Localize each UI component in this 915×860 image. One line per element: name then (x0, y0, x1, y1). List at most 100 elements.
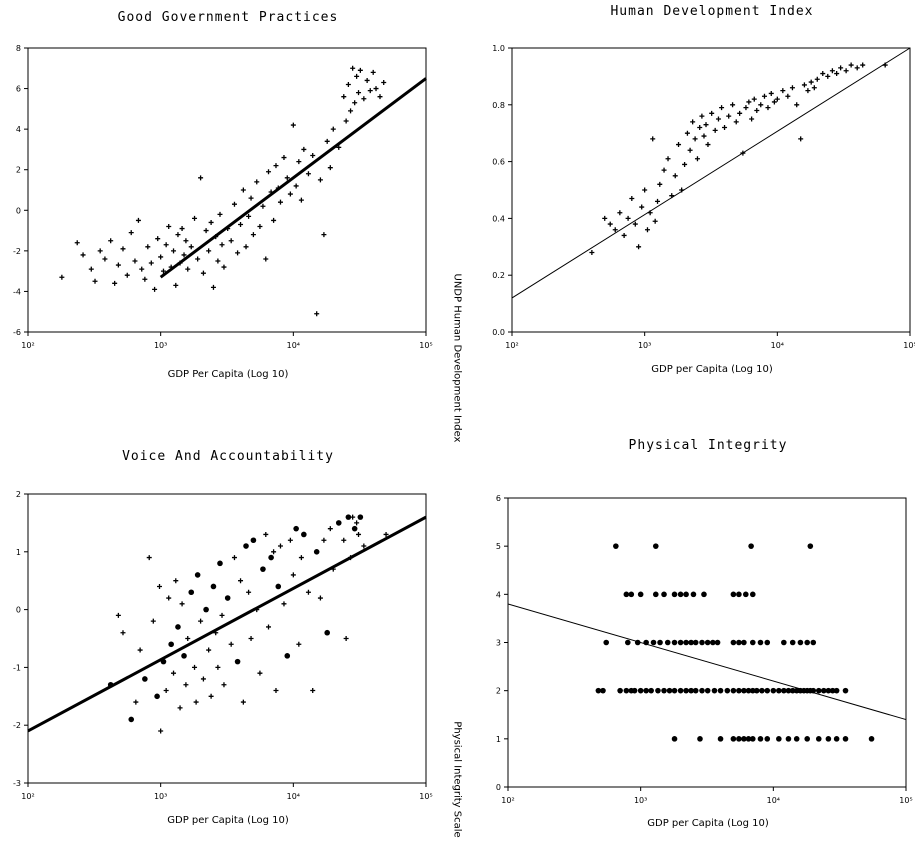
data-point-good-government (221, 264, 227, 270)
data-point-human-development (703, 122, 709, 128)
data-point-voice-accountability (200, 676, 206, 682)
data-point-human-development (661, 167, 667, 173)
data-point-human-development (843, 68, 849, 74)
data-point-physical-integrity (868, 736, 875, 742)
chart-title-voice-accountability: Voice And Accountability (122, 449, 334, 464)
data-point-good-government (80, 252, 86, 258)
data-point-physical-integrity (749, 687, 756, 694)
data-point-human-development (811, 85, 817, 91)
data-point-good-government (59, 274, 65, 280)
data-point-human-development (829, 68, 835, 74)
data-point-voice-accountability (166, 595, 172, 601)
data-point-physical-integrity (634, 639, 641, 646)
data-point-physical-integrity (749, 639, 756, 646)
data-point-good-government (168, 264, 174, 270)
data-point-good-government (215, 258, 221, 264)
y-tick-label-human-development: 0.0 (492, 328, 505, 337)
data-point-good-government (260, 203, 266, 209)
data-point-human-development (746, 99, 752, 105)
data-point-human-development (644, 227, 650, 233)
data-point-good-government (341, 94, 347, 100)
data-point-physical-integrity (623, 687, 630, 694)
plot-frame-voice-accountability (27, 493, 427, 784)
data-point-human-development (730, 102, 736, 108)
data-point-good-government (112, 280, 118, 286)
data-point-human-development (632, 221, 638, 227)
data-point-voice-accountability (208, 693, 214, 699)
data-point-human-development (589, 249, 595, 255)
data-point-human-development (805, 88, 811, 94)
data-point-human-development (785, 93, 791, 99)
data-point-good-government (108, 238, 114, 244)
data-point-good-government (160, 268, 166, 274)
data-point-physical-integrity (776, 687, 782, 694)
data-point-physical-integrity (661, 591, 667, 598)
data-point-physical-integrity (648, 687, 654, 694)
data-point-human-development (642, 187, 648, 193)
data-point-physical-integrity (724, 687, 731, 694)
y-tick-label-human-development: 1.0 (492, 44, 505, 53)
data-point-good-government (198, 175, 204, 181)
data-point-human-development (701, 133, 707, 139)
data-point-good-government (370, 69, 376, 75)
data-point-voice-accountability (348, 555, 354, 561)
data-point-human-development (771, 99, 777, 105)
x-axis-label-good-government: GDP Per Capita (Log 10) (167, 369, 289, 380)
data-point-human-development (690, 119, 696, 125)
data-point-good-government (356, 90, 362, 96)
data-point-human-development (722, 125, 728, 131)
data-point-human-development (737, 110, 743, 116)
x-tick-label-human-development: 10² (505, 341, 518, 350)
data-point-voice-accountability (271, 549, 277, 555)
data-point-physical-integrity (764, 639, 771, 646)
data-point-good-government (357, 67, 363, 73)
plot-frame-good-government (27, 47, 427, 333)
data-point-good-government (155, 236, 161, 242)
data-point-physical-integrity (833, 687, 840, 694)
data-point-voice-accountability (171, 670, 177, 676)
data-point-voice-accountability (281, 601, 287, 607)
data-point-human-development (669, 193, 675, 199)
data-point-voice-accountability (350, 514, 356, 520)
data-point-good-government (277, 199, 283, 205)
data-point-human-development (854, 65, 860, 71)
y-tick-label-physical-integrity: 5 (496, 542, 501, 551)
data-point-physical-integrity (699, 687, 705, 694)
data-point-physical-integrity (683, 639, 689, 646)
data-point-voice-accountability (133, 699, 139, 705)
data-point-voice-accountability (142, 676, 148, 682)
y-tick-label-physical-integrity: 0 (496, 783, 501, 792)
data-point-physical-integrity (785, 687, 792, 694)
y-tick-label-voice-accountability: 1 (16, 548, 21, 557)
data-point-good-government (163, 242, 169, 248)
data-point-human-development (636, 244, 642, 250)
data-point-voice-accountability (354, 520, 360, 526)
data-point-good-government (336, 144, 342, 150)
data-point-physical-integrity (683, 591, 689, 598)
data-point-physical-integrity (749, 591, 756, 598)
data-point-physical-integrity (661, 687, 667, 694)
data-point-physical-integrity (842, 736, 849, 742)
data-point-good-government (310, 153, 316, 159)
data-point-physical-integrity (793, 736, 800, 742)
data-point-voice-accountability (248, 636, 254, 641)
data-point-human-development (639, 204, 645, 210)
data-point-physical-integrity (652, 543, 659, 549)
y-tick-label-human-development: 0.8 (492, 101, 505, 110)
data-point-physical-integrity (671, 736, 678, 742)
data-point-good-government (173, 282, 179, 288)
chart-title-good-government: Good Government Practices (117, 10, 339, 25)
data-point-good-government (181, 252, 187, 258)
data-point-physical-integrity (764, 736, 771, 742)
data-point-voice-accountability (210, 583, 217, 590)
data-point-good-government (235, 250, 241, 256)
data-point-human-development (709, 110, 715, 116)
data-point-good-government (271, 217, 277, 223)
data-point-human-development (612, 227, 618, 233)
data-point-good-government (145, 244, 151, 250)
data-point-good-government (266, 169, 272, 175)
y-tick-label-good-government: 6 (16, 85, 21, 94)
y-tick-label-voice-accountability: 0 (16, 606, 21, 615)
data-point-voice-accountability (115, 612, 121, 618)
